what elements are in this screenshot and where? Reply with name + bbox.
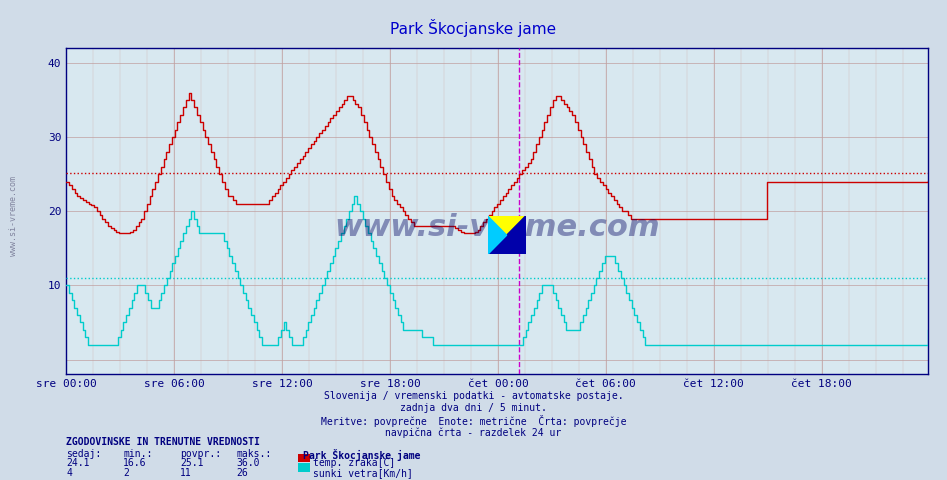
Text: ZGODOVINSKE IN TRENUTNE VREDNOSTI: ZGODOVINSKE IN TRENUTNE VREDNOSTI (66, 437, 260, 447)
Text: Slovenija / vremenski podatki - avtomatske postaje.: Slovenija / vremenski podatki - avtomats… (324, 391, 623, 401)
Polygon shape (488, 216, 526, 254)
Text: www.si-vreme.com: www.si-vreme.com (334, 213, 660, 242)
Text: Park Škocjanske jame: Park Škocjanske jame (390, 19, 557, 37)
Text: Meritve: povprečne  Enote: metrične  Črta: povprečje: Meritve: povprečne Enote: metrične Črta:… (321, 415, 626, 427)
Text: 25.1: 25.1 (180, 458, 204, 468)
Text: 16.6: 16.6 (123, 458, 147, 468)
Text: sedaj:: sedaj: (66, 449, 101, 459)
Text: zadnja dva dni / 5 minut.: zadnja dva dni / 5 minut. (400, 403, 547, 413)
Text: maks.:: maks.: (237, 449, 272, 459)
Text: navpična črta - razdelek 24 ur: navpična črta - razdelek 24 ur (385, 427, 562, 438)
Text: sunki vetra[Km/h]: sunki vetra[Km/h] (313, 468, 412, 478)
Polygon shape (488, 216, 507, 254)
Polygon shape (488, 216, 526, 254)
Text: povpr.:: povpr.: (180, 449, 221, 459)
Text: 26: 26 (237, 468, 248, 478)
Text: 2: 2 (123, 468, 129, 478)
Text: 36.0: 36.0 (237, 458, 260, 468)
Text: Park Škocjanske jame: Park Škocjanske jame (303, 449, 420, 461)
Text: 24.1: 24.1 (66, 458, 90, 468)
Text: 4: 4 (66, 468, 72, 478)
Text: min.:: min.: (123, 449, 152, 459)
Text: 11: 11 (180, 468, 191, 478)
Text: temp. zraka[C]: temp. zraka[C] (313, 458, 395, 468)
Text: www.si-vreme.com: www.si-vreme.com (9, 176, 19, 256)
